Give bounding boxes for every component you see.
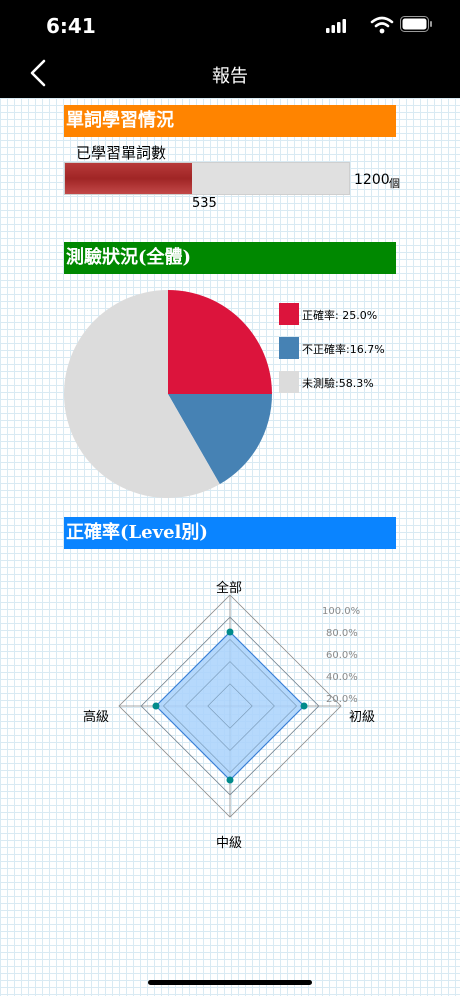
learning-section-header: 單詞學習情況 <box>64 105 396 137</box>
legend-swatch-correct <box>279 303 299 325</box>
radar-axis-label-beginner: 初級 <box>349 710 376 725</box>
pie-slice-1 <box>168 394 272 485</box>
total-word-unit: 個 <box>389 177 400 190</box>
radar-series-area <box>155 631 305 781</box>
legend-swatch-untested <box>279 371 299 393</box>
radar-grid-overlay-0 <box>140 616 320 796</box>
top-bar: 6:41 報告 <box>0 0 460 98</box>
page-title: 報告 <box>212 66 248 87</box>
radar-point-3 <box>152 702 160 710</box>
battery-icon <box>400 16 432 32</box>
radar-scale-20: 20.0% <box>326 694 358 705</box>
legend-swatch-incorrect <box>279 337 299 359</box>
radar-scale-100: 100.0% <box>322 606 361 617</box>
legend-label-untested: 未測驗:58.3% <box>302 377 374 390</box>
radar-grid-overlay-1 <box>162 638 298 774</box>
radar-grid-overlay-2 <box>185 661 275 751</box>
accuracy-radar-chart <box>118 594 342 818</box>
radar-axis-label-all: 全部 <box>216 581 243 596</box>
home-indicator <box>148 980 312 985</box>
legend-label-correct: 正確率: 25.0% <box>302 309 378 322</box>
radar-grid-overlay-3 <box>207 683 253 729</box>
total-word-count: 1200 <box>354 172 390 188</box>
radar-scale-40: 40.0% <box>326 672 358 683</box>
legend-label-incorrect: 不正確率:16.7% <box>302 343 385 356</box>
pie-slice-0 <box>168 290 272 394</box>
back-chevron-icon[interactable] <box>24 56 54 90</box>
status-time: 6:41 <box>46 14 96 38</box>
radar-scale-80: 80.0% <box>326 628 358 639</box>
learned-progress-bar <box>64 162 350 195</box>
radar-axis-label-intermediate: 中級 <box>216 836 243 851</box>
test-status-section-header: 測驗狀況(全體) <box>64 242 396 274</box>
learned-progress-fill <box>65 163 192 194</box>
radar-point-2 <box>226 776 234 784</box>
test-status-pie-chart <box>64 290 272 498</box>
pie-slice-2 <box>64 290 220 498</box>
radar-point-1 <box>300 702 308 710</box>
radar-axis-label-advanced: 高級 <box>83 710 110 725</box>
learned-word-count: 535 <box>192 196 217 211</box>
wifi-icon <box>370 16 394 34</box>
radar-scale-60: 60.0% <box>326 650 358 661</box>
signal-icon <box>326 19 346 33</box>
status-icons <box>326 16 432 34</box>
learned-words-label: 已學習單詞數 <box>76 144 167 162</box>
accuracy-section-header: 正確率(Level別) <box>64 517 396 549</box>
radar-point-0 <box>226 628 234 636</box>
